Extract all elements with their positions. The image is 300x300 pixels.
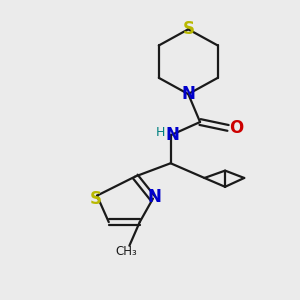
Text: N: N [148,188,161,206]
Text: O: O [229,119,243,137]
Text: N: N [181,85,195,103]
Text: CH₃: CH₃ [116,245,137,258]
Text: H: H [156,126,165,140]
Text: S: S [89,190,101,208]
Text: N: N [165,126,179,144]
Text: S: S [182,20,194,38]
